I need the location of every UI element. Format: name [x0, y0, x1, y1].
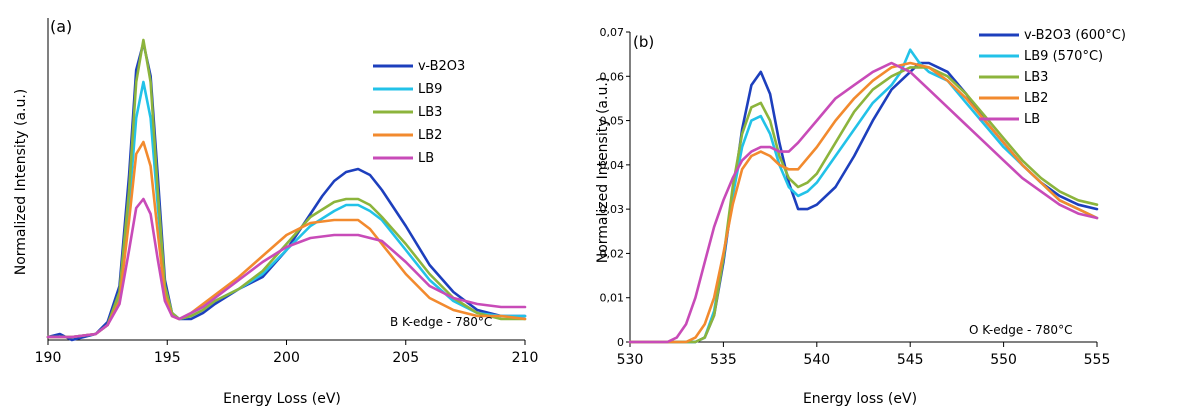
- panel-a-chart: 190 195 200 205 210 (a) B K-edge - 780°C Ene…: [13, 17, 538, 407]
- panel-a-x-tick-label: 205: [392, 350, 419, 366]
- panel-b-x-tick-label: 545: [897, 352, 924, 368]
- panel-a-annotation: B K-edge - 780°C: [390, 315, 492, 329]
- panel-b-x-tick-label: 535: [710, 352, 737, 368]
- panel-a-x-tick-label: 200: [273, 350, 300, 366]
- panel-b-y-ticks: 0 0,01 0,02 0,03 0,04 0,05 0,06 0,07: [600, 26, 630, 349]
- panel-b-y-tick-label: 0,02: [600, 247, 625, 260]
- panel-b-x-tick-label: 555: [1084, 352, 1111, 368]
- panel-b-y-tick-label: 0: [617, 336, 624, 349]
- panel-b-y-tick-label: 0,03: [600, 203, 625, 216]
- panel-a-legend-label: LB2: [418, 128, 442, 143]
- panel-b-legend-label: LB3: [1024, 70, 1048, 85]
- panel-b-chart: 00,010,020,030,040,050,060,07 530 535 540 5…: [595, 26, 1126, 407]
- panel-a-x-tick-label: 210: [512, 350, 539, 366]
- panel-a-y-axis-label: Normalized Intensity (a.u.): [13, 89, 29, 276]
- panel-b-x-tick-label: 540: [803, 352, 830, 368]
- panel-b-x-ticks: 530 535 540 545 550 555: [617, 342, 1111, 368]
- panel-a-legend-label: LB: [418, 151, 434, 166]
- panel-a-x-tick-label: 195: [154, 350, 181, 366]
- panel-b-legend-label: LB: [1024, 112, 1040, 127]
- panel-b-x-tick-label: 550: [990, 352, 1017, 368]
- panel-b-y-tick-label: 0,05: [600, 115, 625, 128]
- panel-b-y-tick-label: 0,04: [600, 159, 625, 172]
- panel-a-legend-label: LB9: [418, 82, 442, 97]
- panel-b-legend-label: LB2: [1024, 91, 1048, 106]
- panel-a-series-line-lb2: [46, 140, 527, 339]
- panel-b-y-tick-label: 0,07: [600, 26, 625, 39]
- panel-a-series-line-lb: [46, 197, 527, 339]
- panel-a-series: [46, 38, 527, 342]
- panel-b-x-tick-label: 530: [617, 352, 644, 368]
- panel-b-series-line-lb3: [628, 66, 1099, 344]
- panel-b-legend-label: v-B2O3 (600°C): [1024, 28, 1126, 43]
- panel-b-y-tick-label: 0,06: [600, 70, 625, 83]
- panel-b-y-tick-label: 0,01: [600, 292, 625, 305]
- panel-a-x-axis-label: Energy Loss (eV): [223, 391, 341, 407]
- panel-a-legend: v-B2O3 LB9 LB3 LB2 LB: [373, 59, 465, 166]
- panel-a-legend-label: v-B2O3: [418, 59, 465, 74]
- panel-b-series-line-lb2: [628, 61, 1099, 344]
- panel-b-legend: v-B2O3 (600°C) LB9 (570°C) LB3 LB2 LB: [979, 28, 1126, 127]
- panel-b-y-axis-label: Normalized Intensity (a.u.): [595, 77, 611, 264]
- panel-a-label: (a): [50, 17, 72, 36]
- panel-a-x-ticks: 190 195 200 205 210: [35, 340, 539, 366]
- panel-a-series-line-lb3: [46, 38, 527, 339]
- panel-b-series-line-lb: [628, 61, 1099, 344]
- panel-a-x-tick-label: 190: [35, 350, 62, 366]
- panel-b-annotation: O K-edge - 780°C: [969, 323, 1072, 337]
- panel-a-series-line-v-b2o3: [46, 41, 527, 342]
- panel-b-x-axis-label: Energy loss (eV): [803, 391, 917, 407]
- panel-b-series: [628, 48, 1099, 344]
- panel-a-legend-label: LB3: [418, 105, 442, 120]
- panel-b-label: (b): [633, 33, 654, 51]
- panel-b-legend-label: LB9 (570°C): [1024, 49, 1103, 64]
